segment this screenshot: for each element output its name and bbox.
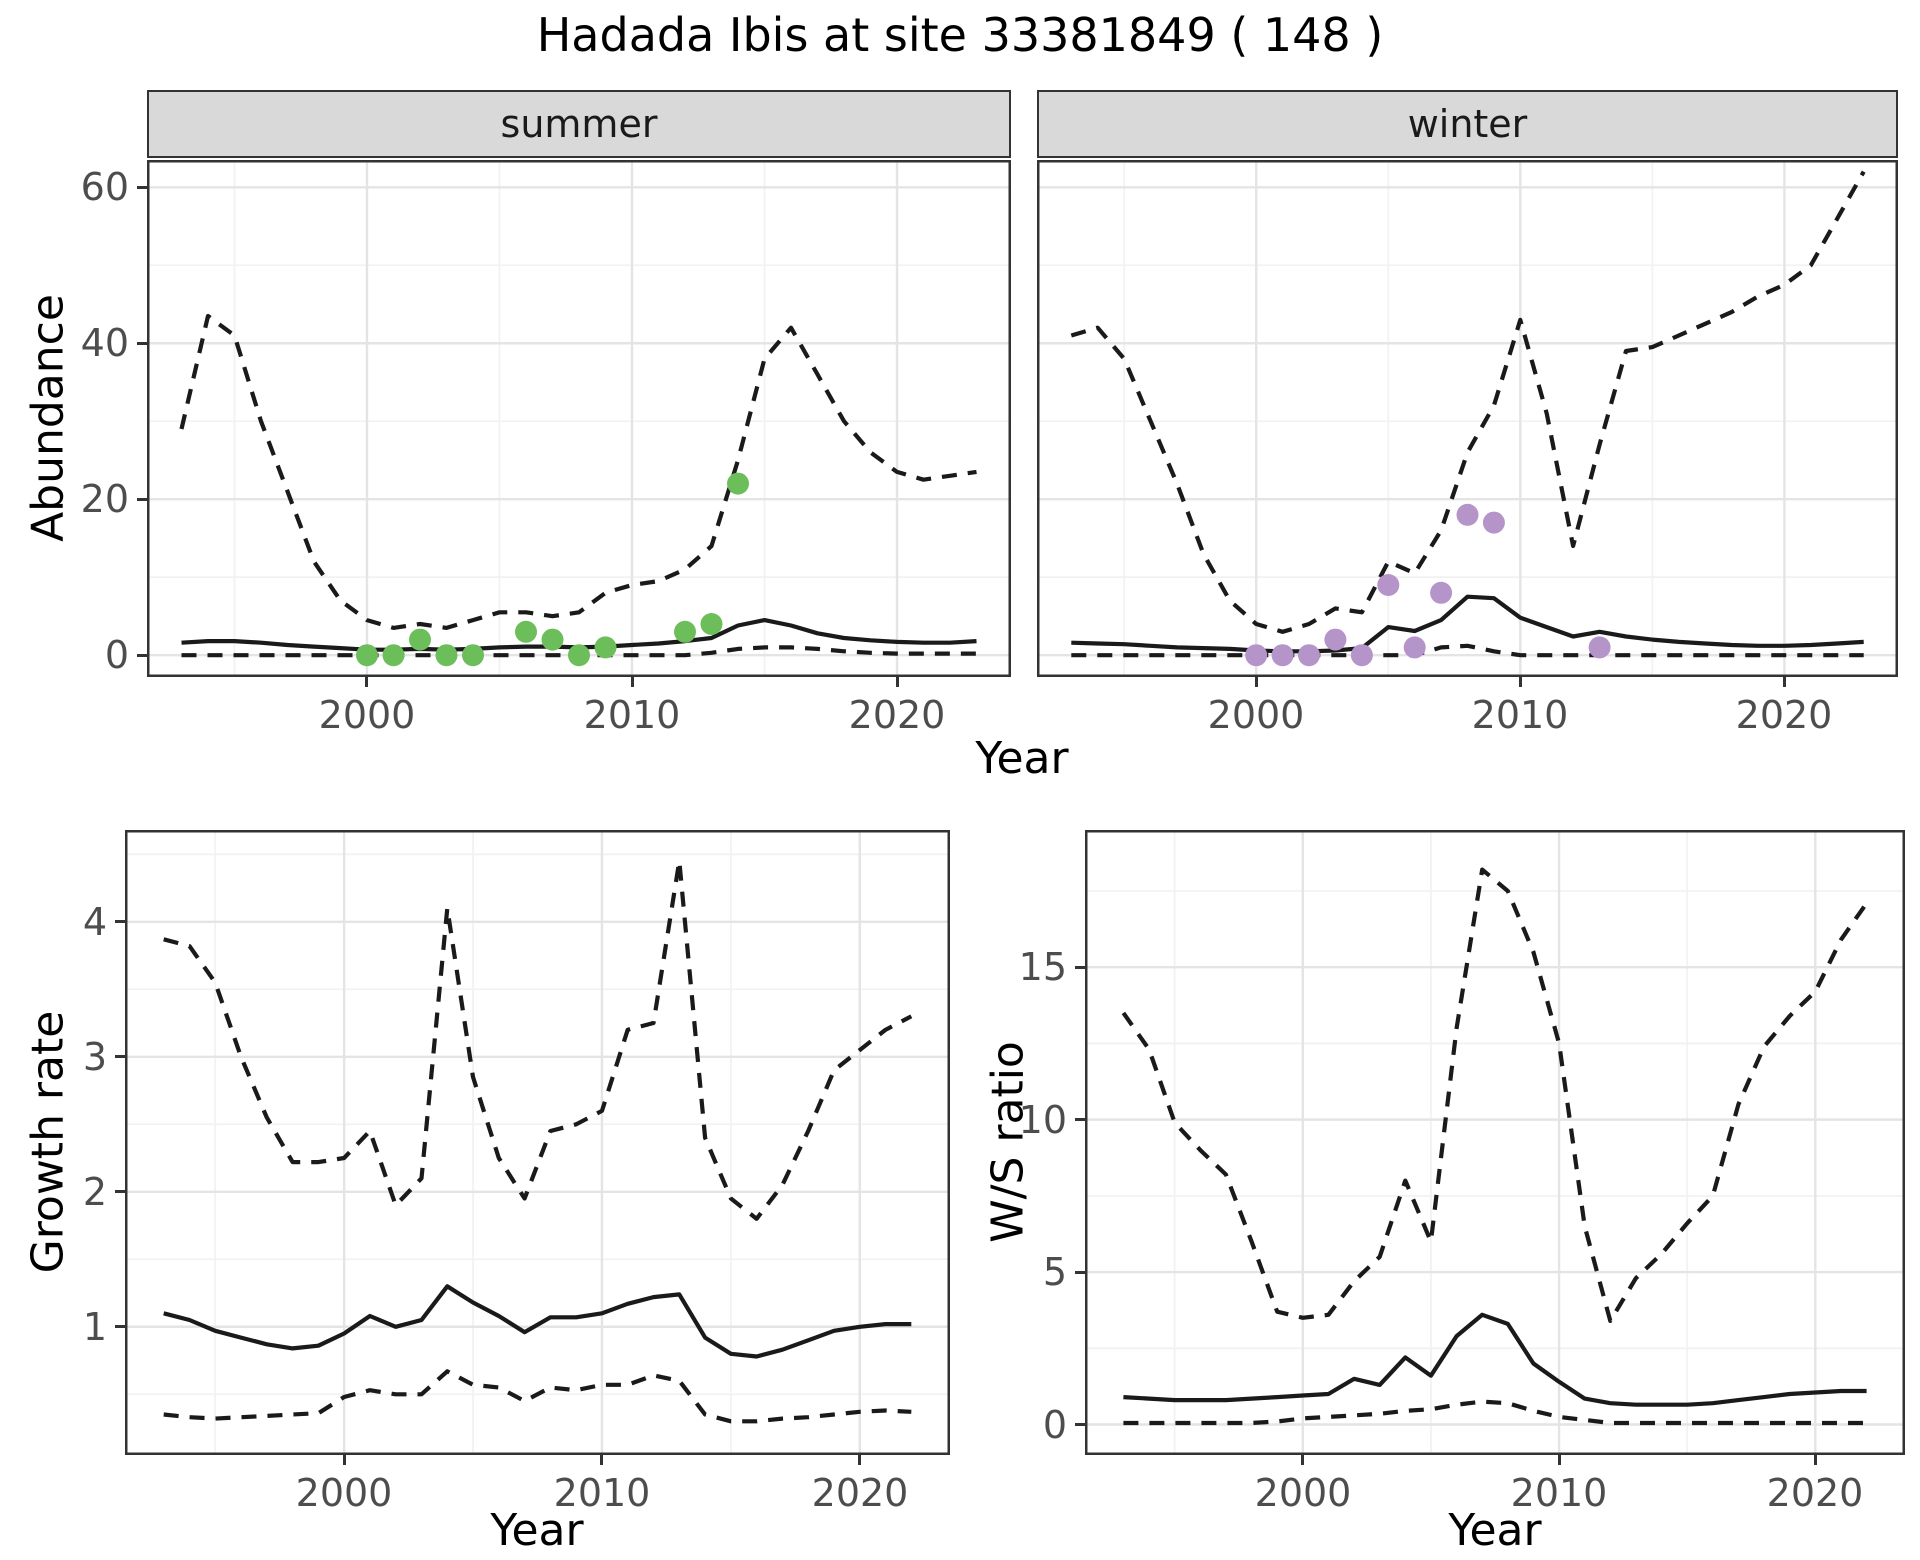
observation-point [727,472,749,495]
series-upper95-abundance_winter [1070,170,1866,634]
y-tick-label: 10 [1018,1098,1067,1142]
y-tick-mark [137,186,147,189]
x-tick-mark [1255,677,1258,687]
panel-growth_rate [125,830,950,1455]
observation-point [568,644,590,667]
y-tick-label: 20 [80,477,129,521]
observation-point [409,628,431,651]
x-tick-label: 2010 [553,1471,651,1515]
facet-strip-summer: summer [147,90,1011,158]
x-tick-mark [896,677,899,687]
series-median-growth_rate [163,1284,912,1359]
series-median-abundance_winter [1071,594,1864,654]
y-tick-label: 4 [82,900,107,944]
series-lower95-abundance_winter [1071,643,1864,658]
x-tick-mark [600,1455,603,1465]
y-tick-label: 2 [82,1170,107,1214]
y-tick-label: 40 [80,321,129,365]
observation-point [515,620,537,643]
x-tick-mark [858,1455,861,1465]
observation-point [356,644,378,667]
y-axis-label-ws-ratio: W/S ratio [982,1041,1034,1243]
observation-point [1456,503,1479,526]
x-tick-mark [343,1455,346,1465]
x-tick-label: 2010 [1471,693,1569,737]
panel-ws_ratio [1085,830,1905,1455]
y-tick-mark [1075,1271,1085,1274]
observation-point [594,636,617,659]
y-tick-mark [137,654,147,657]
observation-point [541,628,564,651]
x-tick-mark [1783,677,1786,687]
facet-strip-summer-label: summer [500,102,658,146]
y-tick-mark [1075,966,1085,969]
x-tick-mark [1814,1455,1817,1465]
observation-point [1350,644,1373,667]
x-tick-label: 2000 [1207,693,1305,737]
panel-abundance_summer [147,160,1011,677]
observation-point [1430,581,1453,604]
y-tick-mark [1075,1423,1085,1426]
observation-point [1324,628,1347,651]
x-tick-mark [1301,1455,1304,1465]
chart-title: Hadada Ibis at site 33381849 ( 148 ) [536,8,1384,62]
y-tick-mark [137,342,147,345]
panel-abundance_winter [1037,160,1898,677]
series-upper95-growth_rate [163,858,913,1221]
x-tick-mark [1519,677,1522,687]
observation-point [674,620,696,643]
x-tick-label: 2020 [811,1471,909,1515]
x-tick-label: 2000 [318,693,416,737]
observation-point [700,613,723,635]
series-upper95-ws_ratio [1121,867,1869,1323]
y-tick-label: 3 [82,1035,107,1079]
observation-point [1588,636,1611,659]
x-tick-mark [365,677,368,687]
x-tick-mark [631,677,634,687]
x-tick-label: 2000 [295,1471,393,1515]
y-tick-label: 0 [104,633,129,677]
observation-point [1403,636,1426,659]
observation-point [462,644,484,667]
facet-strip-winter: winter [1037,90,1898,158]
x-axis-label-year-top: Year [975,733,1069,784]
y-tick-mark [115,1055,125,1058]
facet-strip-winter-label: winter [1407,102,1528,146]
series-lower95-growth_rate [163,1369,912,1424]
y-tick-mark [115,1190,125,1193]
observation-point [1298,644,1320,667]
x-tick-label: 2010 [1510,1471,1608,1515]
y-tick-label: 15 [1018,945,1067,989]
x-tick-label: 2020 [848,693,946,737]
y-tick-label: 1 [82,1305,107,1349]
series-lower95-ws_ratio [1123,1399,1867,1426]
series-upper95-abundance_summer [179,313,977,630]
observation-point [1482,511,1505,534]
x-tick-mark [1558,1455,1561,1465]
observation-point [1377,574,1400,596]
y-tick-label: 0 [1042,1403,1067,1447]
y-tick-mark [1075,1118,1085,1121]
observation-point [435,644,458,667]
observation-point [1245,644,1268,667]
observation-point [1271,644,1294,667]
series-median-ws_ratio [1123,1312,1867,1407]
x-tick-label: 2000 [1254,1471,1352,1515]
x-axis-label-year-ws: Year [1448,1505,1542,1556]
observation-point [382,644,405,667]
x-tick-label: 2020 [1735,693,1833,737]
y-tick-mark [137,498,147,501]
y-tick-label: 5 [1042,1250,1067,1294]
y-tick-label: 60 [80,165,129,209]
x-tick-label: 2020 [1766,1471,1864,1515]
x-axis-label-year-growth: Year [490,1505,584,1556]
y-tick-mark [115,920,125,923]
y-tick-mark [115,1325,125,1328]
x-tick-label: 2010 [583,693,681,737]
